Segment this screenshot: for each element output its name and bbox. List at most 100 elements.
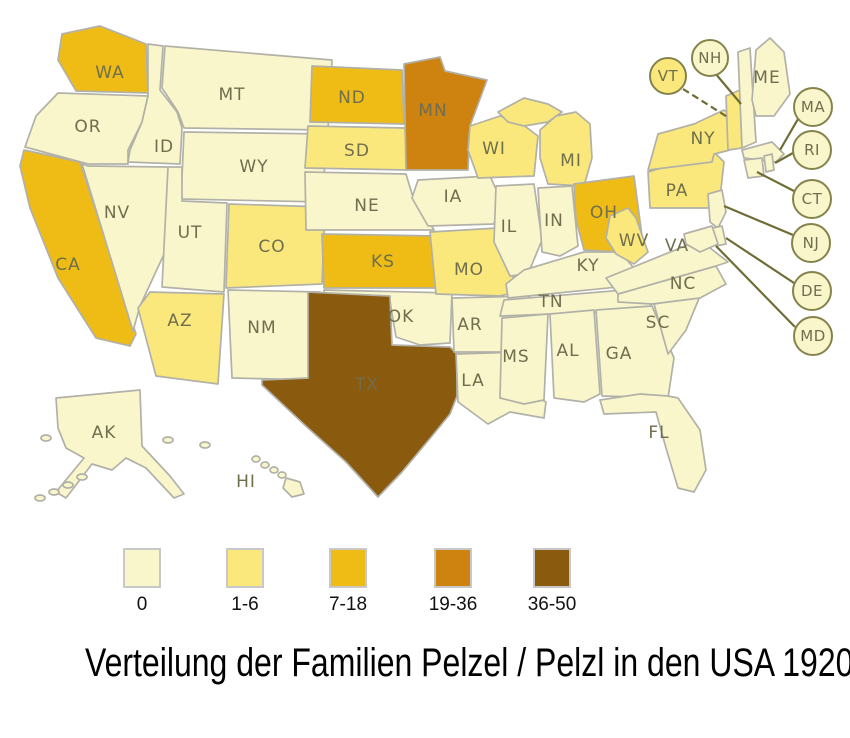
legend-swatch-4: [533, 548, 571, 588]
legend-item-0: 0: [97, 548, 187, 616]
legend-label-2: 7-18: [328, 594, 368, 615]
map-title: Verteilung der Familien Pelzel / Pelzl i…: [85, 641, 850, 685]
state-mi: [539, 111, 593, 187]
state-label-nm: NM: [247, 318, 276, 338]
state-mt: [161, 45, 333, 131]
state-label-az: AZ: [167, 311, 192, 331]
aleutian-island: [34, 494, 46, 502]
state-label-ks: KS: [371, 252, 395, 272]
state-label-wv: WV: [619, 231, 649, 251]
legend-label-4: 36-50: [527, 594, 577, 615]
state-labels: WA OR CA ID NV UT AZ MT WY CO NM ND SD N…: [55, 63, 779, 492]
callout-label-ct: CT: [802, 190, 823, 208]
legend-item-2: 7-18: [303, 548, 393, 616]
state-ut: [161, 166, 228, 293]
small-state-callouts: VT NH MA RI CT NJ DE MD: [649, 39, 833, 356]
callout-line-md: [715, 245, 796, 328]
state-label-nv: NV: [104, 203, 130, 223]
state-ga: [595, 305, 675, 399]
state-label-ms: MS: [502, 347, 529, 367]
callout-circle-ma: [793, 87, 833, 127]
state-label-nd: ND: [338, 88, 366, 108]
state-in: [537, 185, 579, 257]
state-label-fl: FL: [648, 423, 669, 443]
state-ri: [763, 153, 775, 173]
callout-label-ma: MA: [801, 98, 825, 116]
state-label-co: CO: [258, 237, 285, 257]
state-label-pa: PA: [666, 181, 689, 201]
hawaii-island: [251, 455, 261, 463]
state-label-nc: NC: [670, 274, 697, 294]
callout-circle-nj: [791, 223, 831, 263]
callout-line-ri: [774, 152, 794, 164]
state-label-ny: NY: [690, 129, 715, 149]
callout-circle-nh: [691, 39, 729, 77]
hawaii-island: [277, 471, 287, 479]
callout-label-nj: NJ: [803, 234, 820, 252]
state-wv: [605, 207, 649, 265]
state-label-la: LA: [461, 371, 485, 391]
state-label-al: AL: [556, 341, 579, 361]
callout-label-vt: VT: [658, 67, 679, 85]
state-label-in: IN: [544, 211, 564, 231]
callout-line-vt: [682, 88, 730, 119]
state-co: [225, 203, 326, 289]
aleutian-island: [162, 436, 174, 444]
state-nh: [737, 47, 757, 149]
state-label-wa: WA: [95, 63, 125, 83]
callout-circle-de: [792, 271, 832, 311]
aleutian-island: [48, 488, 60, 496]
state-label-il: IL: [501, 217, 518, 237]
state-label-tn: TN: [537, 292, 563, 312]
state-label-va: VA: [665, 236, 689, 256]
state-nj: [707, 189, 727, 229]
callout-circle-vt: [649, 57, 687, 95]
state-label-or: OR: [74, 117, 101, 137]
callout-line-nj: [723, 204, 794, 237]
state-label-ia: IA: [444, 187, 463, 207]
legend-swatch-0: [123, 548, 161, 588]
state-label-ok: OK: [388, 307, 415, 327]
aleutian-island: [199, 441, 211, 449]
state-label-ky: KY: [577, 256, 600, 276]
state-label-wy: WY: [239, 157, 268, 177]
legend: 0 1-6 7-18 19-36 36-50: [0, 548, 850, 628]
callout-label-ri: RI: [804, 141, 820, 159]
state-ak: [55, 389, 185, 499]
state-fl: [599, 393, 707, 493]
state-shapes: [19, 25, 791, 502]
state-id: [127, 43, 183, 165]
state-label-mt: MT: [218, 85, 245, 105]
state-label-ak: AK: [92, 423, 117, 443]
aleutian-island: [76, 473, 88, 481]
state-label-wi: WI: [482, 139, 506, 159]
hawaii-island: [269, 466, 279, 474]
legend-label-1: 1-6: [231, 594, 259, 615]
state-ma: [741, 141, 785, 163]
aleutian-island: [40, 434, 52, 442]
state-label-ar: AR: [457, 315, 482, 335]
hawaii-island: [260, 461, 270, 469]
state-label-hi: HI: [236, 472, 256, 492]
aleutian-island: [62, 481, 74, 489]
legend-swatch-3: [434, 548, 472, 588]
callout-line-de: [725, 237, 795, 284]
state-label-ne: NE: [354, 196, 379, 216]
state-label-ga: GA: [606, 344, 633, 364]
state-label-mn: MN: [418, 101, 447, 121]
state-label-oh: OH: [590, 203, 618, 223]
state-label-ut: UT: [178, 223, 203, 243]
state-tx: [261, 291, 458, 498]
legend-item-1: 1-6: [200, 548, 290, 616]
state-me: [751, 37, 791, 117]
state-label-mo: MO: [454, 260, 484, 280]
legend-swatch-1: [226, 548, 264, 588]
state-label-id: ID: [154, 137, 174, 157]
legend-swatch-2: [329, 548, 367, 588]
state-va: [605, 239, 729, 295]
state-label-sd: SD: [344, 141, 370, 161]
hawaii-big-island: [282, 477, 305, 498]
state-al: [549, 309, 601, 403]
state-md: [683, 225, 719, 253]
